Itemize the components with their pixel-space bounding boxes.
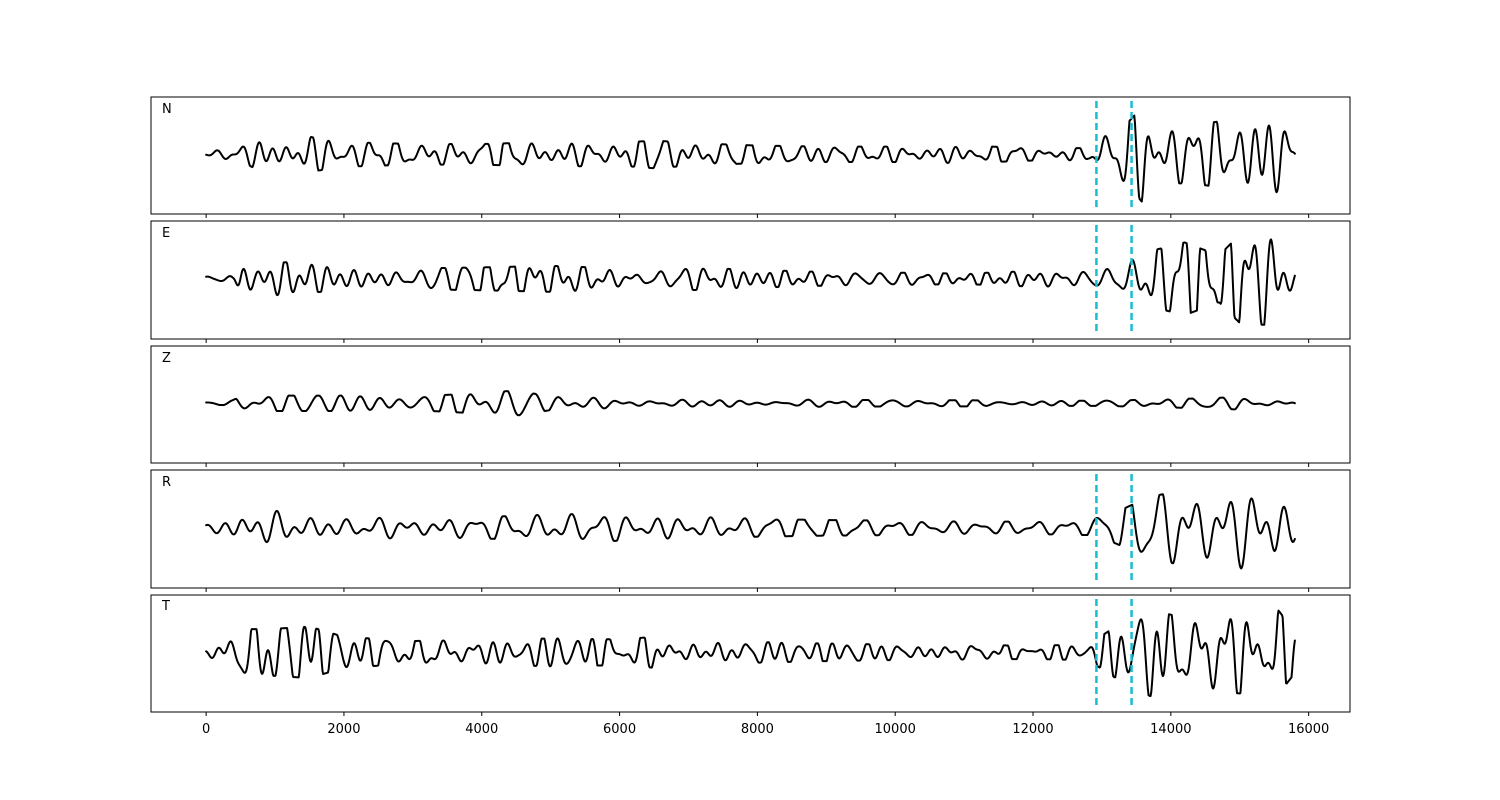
x-tick-label: 2000 xyxy=(327,722,360,737)
trace-r xyxy=(205,493,1296,570)
panel-label-e: E xyxy=(162,226,170,241)
panel-e: E xyxy=(150,220,1351,340)
x-tick-label: 8000 xyxy=(741,722,774,737)
panel-label-n: N xyxy=(162,102,172,117)
trace-z xyxy=(205,390,1296,417)
panel-label-t: T xyxy=(161,599,170,614)
x-tick-label: 0 xyxy=(202,722,210,737)
panel-frame-n xyxy=(150,96,1351,215)
x-tick-label: 6000 xyxy=(603,722,636,737)
trace-t xyxy=(205,609,1296,697)
panel-label-r: R xyxy=(162,475,171,490)
panel-n: N xyxy=(150,96,1351,215)
panel-label-z: Z xyxy=(162,351,171,366)
trace-e xyxy=(205,238,1296,326)
x-tick-label: 14000 xyxy=(1150,722,1191,737)
panel-z: Z xyxy=(150,345,1351,464)
panel-frame-z xyxy=(150,345,1351,464)
x-axis-ticks: 0 2000 4000 6000 8000 10000 12000 14000 16000 xyxy=(202,214,1329,737)
panel-frame-t xyxy=(150,594,1351,713)
x-tick-label: 16000 xyxy=(1288,722,1329,737)
panel-r: R xyxy=(150,469,1351,589)
x-tick-label: 10000 xyxy=(875,722,916,737)
marker-lines xyxy=(1095,101,1133,708)
panel-frame-r xyxy=(150,469,1351,589)
trace-n xyxy=(205,114,1296,203)
x-tick-label: 4000 xyxy=(465,722,498,737)
panel-frame-e xyxy=(150,220,1351,340)
x-tick-label: 12000 xyxy=(1012,722,1053,737)
panel-t: T xyxy=(150,594,1351,713)
